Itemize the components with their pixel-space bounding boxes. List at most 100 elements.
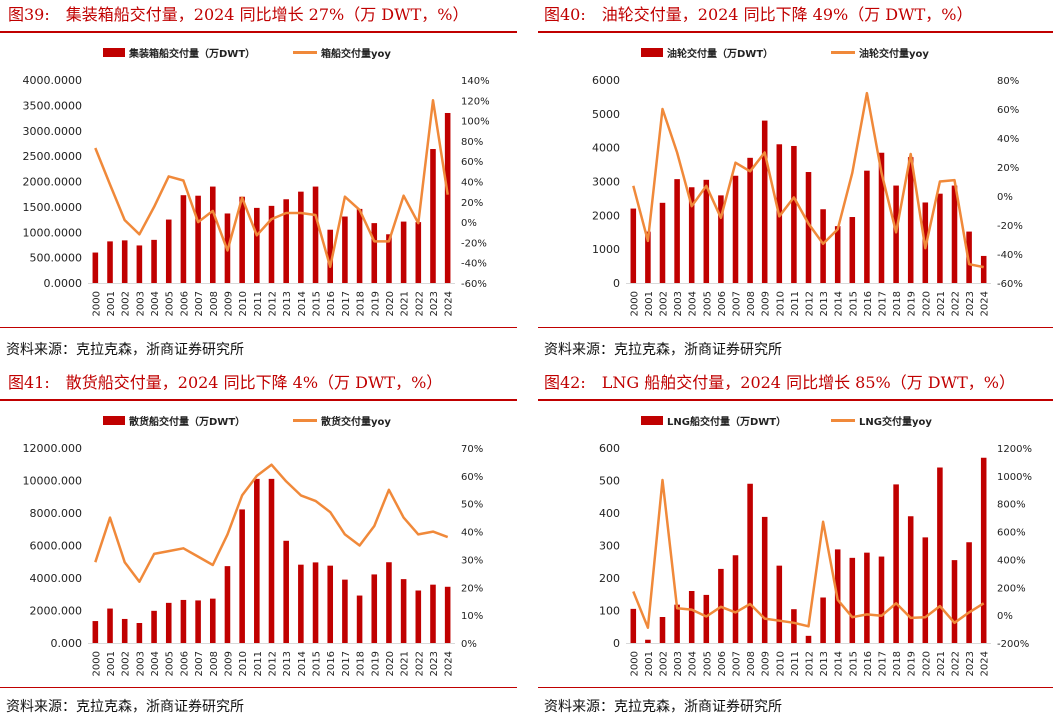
y-left-tick-label: 2000.000 xyxy=(30,605,83,618)
y-right-tick-label: 0% xyxy=(461,218,477,229)
x-tick-label: 2003 xyxy=(135,651,146,676)
y-right-tick-label: 120% xyxy=(461,96,490,107)
x-tick-label: 2005 xyxy=(702,651,713,676)
bar xyxy=(805,635,812,643)
panel-containership: 图39: 集装箱船交付量，2024 同比增长 27%（万 DWT，%） 集装箱船交… xyxy=(0,0,520,360)
x-tick-label: 2023 xyxy=(429,651,440,676)
legend-bar-swatch xyxy=(641,48,663,57)
bar xyxy=(239,509,245,643)
bar xyxy=(659,202,666,283)
bar xyxy=(371,223,378,283)
bar xyxy=(937,193,943,283)
y-left-tick-label: 0.0000 xyxy=(44,277,83,290)
x-tick-label: 2011 xyxy=(790,291,801,316)
y-left-tick-label: 6000 xyxy=(592,74,620,87)
bar xyxy=(180,195,187,283)
bar xyxy=(878,556,885,643)
x-tick-label: 2002 xyxy=(121,291,132,316)
bar xyxy=(327,565,334,643)
bar xyxy=(121,240,128,283)
bar xyxy=(703,594,710,643)
bar xyxy=(298,564,304,643)
legend: LNG船交付量（万DWT） LNG交付量yoy xyxy=(641,415,932,428)
y-right-tick-label: -60% xyxy=(461,279,487,290)
bar xyxy=(922,537,929,643)
bar xyxy=(444,112,451,283)
y-right-tick-label: 30% xyxy=(461,555,483,566)
x-tick-label: 2019 xyxy=(907,651,918,676)
legend-bar-swatch xyxy=(103,416,125,425)
x-tick-label: 2005 xyxy=(165,291,176,316)
x-tick-label: 2008 xyxy=(209,291,220,316)
bar xyxy=(893,484,899,643)
chart-tanker: 油轮交付量（万DWT） 油轮交付量yoy 0 1000 2000 3000 4000 5000… xyxy=(592,47,1023,316)
y-right-tick-label: -20% xyxy=(997,221,1023,232)
y-left-tick-label: 4000.000 xyxy=(30,572,83,585)
bar xyxy=(92,621,99,643)
chart-lng: LNG船交付量（万DWT） LNG交付量yoy 0 100 200 300 400 500 60… xyxy=(599,415,1032,676)
y-left-tick-label: 0.000 xyxy=(51,637,83,650)
y-left-tick-label: 500.0000 xyxy=(30,252,83,265)
y-right-tick-label: 40% xyxy=(461,178,483,189)
source-note: 资料来源：克拉克森，浙商证券研究所 xyxy=(6,342,244,358)
figure-title: 图41: 散货船交付量，2024 同比下降 4%（万 DWT，%） xyxy=(8,368,518,398)
x-tick-label: 2020 xyxy=(385,651,396,676)
y-right-tick-label: 1000% xyxy=(997,472,1032,483)
x-tick-label: 2001 xyxy=(106,291,117,316)
bar xyxy=(209,186,216,283)
bar xyxy=(761,516,768,643)
x-tick-label: 2022 xyxy=(414,651,425,676)
bar xyxy=(415,590,422,643)
x-tick-label: 2010 xyxy=(238,651,249,676)
x-tick-label: 2003 xyxy=(135,291,146,316)
y-right-tick-label: 100% xyxy=(461,117,490,128)
chart-containership: 集装箱船交付量（万DWT） 箱船交付量yoy 0.0000 500.0000 1000.… xyxy=(23,47,490,316)
bar xyxy=(674,179,680,283)
x-tick-label: 2024 xyxy=(444,291,455,316)
y-right-tick-label: 50% xyxy=(461,500,483,511)
bar xyxy=(342,216,348,283)
y-left-tick-label: 2500.0000 xyxy=(23,150,83,163)
y-right-tick-label: 140% xyxy=(461,76,490,87)
y-left-tick-label: 0 xyxy=(613,637,620,650)
bar xyxy=(951,560,958,643)
x-tick-label: 2014 xyxy=(834,291,845,316)
bar xyxy=(645,639,651,643)
x-tick-label: 2004 xyxy=(688,291,699,316)
y-left-tick-label: 5000 xyxy=(592,108,620,121)
x-tick-label: 2015 xyxy=(312,651,323,676)
y-left-tick-label: 8000.000 xyxy=(30,507,83,520)
bar xyxy=(878,152,885,283)
x-tick-label: 2006 xyxy=(179,291,190,316)
x-tick-label: 2018 xyxy=(356,651,367,676)
x-tick-label: 2011 xyxy=(790,651,801,676)
y-left-tick-label: 300 xyxy=(599,540,620,553)
legend-bar-label: LNG船交付量（万DWT） xyxy=(667,415,786,428)
x-tick-label: 2000 xyxy=(91,651,102,676)
x-tick-label: 2007 xyxy=(732,291,743,316)
y-left-tick-label: 1000 xyxy=(592,243,620,256)
x-tick-label: 2012 xyxy=(805,291,816,316)
x-tick-label: 2016 xyxy=(326,291,337,316)
y-right-tick-label: 800% xyxy=(997,500,1026,511)
x-tick-label: 2022 xyxy=(951,651,962,676)
x-tick-label: 2013 xyxy=(282,651,293,676)
title-rule xyxy=(538,399,1053,401)
x-tick-label: 2007 xyxy=(194,291,205,316)
x-tick-label: 2015 xyxy=(848,651,859,676)
figure-number: 图41: xyxy=(8,373,50,392)
bar xyxy=(107,608,113,643)
x-tick-label: 2008 xyxy=(746,651,757,676)
y-right-tick-label: -60% xyxy=(997,279,1023,290)
y-left-tick-label: 4000 xyxy=(592,142,620,155)
bar xyxy=(659,617,666,643)
chart-bulk: 散货船交付量（万DWT） 散货交付量yoy 0.000 2000.000 4000.00… xyxy=(23,415,484,676)
bar xyxy=(820,209,826,283)
x-tick-label: 2023 xyxy=(429,291,440,316)
x-tick-label: 2024 xyxy=(444,651,455,676)
bar xyxy=(209,598,216,643)
bar xyxy=(645,231,651,283)
y-right-tick-label: -40% xyxy=(997,250,1023,261)
bar xyxy=(444,586,451,643)
bar xyxy=(371,574,378,643)
